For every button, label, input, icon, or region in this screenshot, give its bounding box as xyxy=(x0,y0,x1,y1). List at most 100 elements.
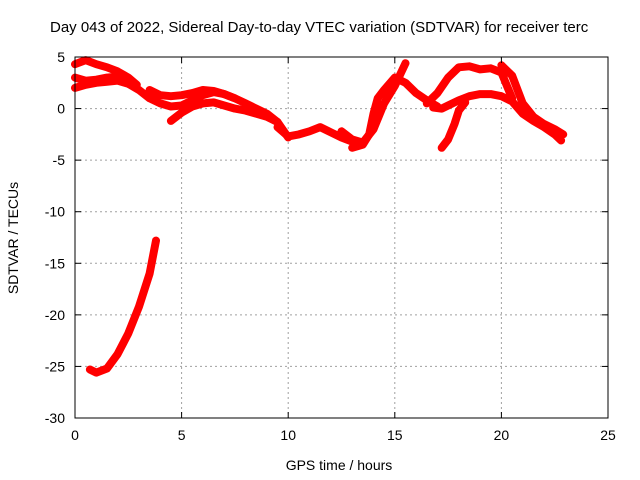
data-point xyxy=(365,130,373,138)
data-point xyxy=(508,72,516,80)
y-tick-label: -5 xyxy=(53,152,66,168)
data-point xyxy=(92,60,100,68)
data-point xyxy=(359,141,367,149)
series-arc-13 xyxy=(85,236,160,377)
data-point xyxy=(146,270,154,278)
data-point xyxy=(167,92,175,100)
data-point xyxy=(450,120,458,128)
data-point xyxy=(242,99,250,107)
data-point xyxy=(146,94,154,102)
plot-frame xyxy=(74,56,609,419)
x-axis-label: GPS time / hours xyxy=(286,457,393,473)
data-point xyxy=(423,99,431,107)
data-point xyxy=(284,132,292,140)
data-point xyxy=(338,127,345,135)
data-point xyxy=(374,94,382,102)
data-point xyxy=(380,99,388,107)
data-point xyxy=(316,123,324,131)
data-point xyxy=(135,86,143,94)
data-point xyxy=(497,61,505,69)
x-tick-label: 10 xyxy=(280,427,296,443)
data-point xyxy=(231,94,239,102)
data-point xyxy=(82,77,90,85)
data-point xyxy=(199,99,207,107)
y-axis-label: SDTVAR / TECUs xyxy=(5,182,21,294)
data-point xyxy=(135,303,143,311)
data-point xyxy=(465,62,473,70)
data-point xyxy=(210,87,218,95)
x-tick-label: 25 xyxy=(600,427,616,443)
data-point xyxy=(92,369,100,377)
grid xyxy=(75,57,608,418)
data-point xyxy=(152,237,160,245)
data-point xyxy=(231,105,239,113)
data-point xyxy=(103,63,111,71)
data-point xyxy=(178,109,186,117)
data-point xyxy=(465,92,473,100)
data-point xyxy=(476,90,484,98)
data-point xyxy=(124,75,132,83)
data-point xyxy=(188,103,196,111)
data-point xyxy=(124,329,132,337)
data-point xyxy=(487,90,495,98)
data-point xyxy=(220,90,228,98)
y-tick-label: -30 xyxy=(45,410,65,426)
y-tick-label: -10 xyxy=(45,204,65,220)
data-point xyxy=(412,89,420,97)
data-point xyxy=(348,136,356,144)
y-tick-label: 0 xyxy=(57,101,65,117)
data-point xyxy=(103,74,111,82)
data-point xyxy=(242,107,250,115)
data-point xyxy=(167,117,175,125)
ticks: 0 5 10 15 20 25 5 0 -5 -10 -15 -20 -25 -30 xyxy=(45,49,616,443)
data-point xyxy=(306,127,314,135)
data-point xyxy=(444,74,452,82)
data-point xyxy=(199,86,207,94)
data-point xyxy=(348,144,356,152)
data-point xyxy=(557,137,565,145)
data-point xyxy=(156,91,164,99)
y-tick-label: -25 xyxy=(45,358,65,374)
data-point xyxy=(220,101,228,109)
data-point xyxy=(529,113,537,121)
data-point xyxy=(114,73,122,81)
data-point xyxy=(156,99,164,107)
data-point xyxy=(188,89,196,97)
data-point xyxy=(540,120,548,128)
data-point xyxy=(210,98,218,106)
chart-title: Day 043 of 2022, Sidereal Day-to-day VTE… xyxy=(50,19,589,36)
data-point xyxy=(444,101,452,109)
data-point xyxy=(444,136,452,144)
data-point xyxy=(295,130,303,138)
data-point xyxy=(401,59,409,67)
data-point xyxy=(391,74,399,82)
data-marks xyxy=(71,56,568,377)
data-point xyxy=(455,107,463,115)
y-tick-label: -20 xyxy=(45,307,65,323)
x-tick-label: 5 xyxy=(178,427,186,443)
data-point xyxy=(274,123,282,131)
x-tick-label: 0 xyxy=(71,427,79,443)
data-point xyxy=(438,144,446,152)
data-point xyxy=(497,92,505,100)
data-point xyxy=(429,104,437,112)
data-point xyxy=(103,364,111,372)
y-tick-label: 5 xyxy=(57,49,65,65)
x-tick-label: 15 xyxy=(387,427,403,443)
data-point xyxy=(380,86,388,94)
data-point xyxy=(461,98,469,106)
data-point xyxy=(487,64,495,72)
data-point xyxy=(114,350,122,358)
data-point xyxy=(438,105,446,113)
data-point xyxy=(86,366,94,374)
data-point xyxy=(401,79,409,87)
data-point xyxy=(476,65,484,73)
data-point xyxy=(508,97,516,105)
data-point xyxy=(178,91,186,99)
data-point xyxy=(519,99,527,107)
x-tick-label: 20 xyxy=(494,427,510,443)
data-point xyxy=(146,86,154,94)
data-point xyxy=(263,113,271,121)
data-point xyxy=(327,128,335,136)
